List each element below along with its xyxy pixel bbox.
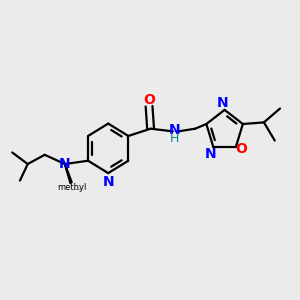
Text: O: O <box>236 142 247 156</box>
Text: N: N <box>217 96 229 110</box>
Text: N: N <box>169 123 180 137</box>
Text: N: N <box>102 176 114 189</box>
Text: methyl_label: methyl_label <box>74 188 82 190</box>
Text: methyl: methyl <box>57 183 86 192</box>
Text: H: H <box>170 132 179 145</box>
Text: N: N <box>59 157 71 171</box>
Text: N: N <box>204 146 216 161</box>
Text: O: O <box>143 93 155 106</box>
